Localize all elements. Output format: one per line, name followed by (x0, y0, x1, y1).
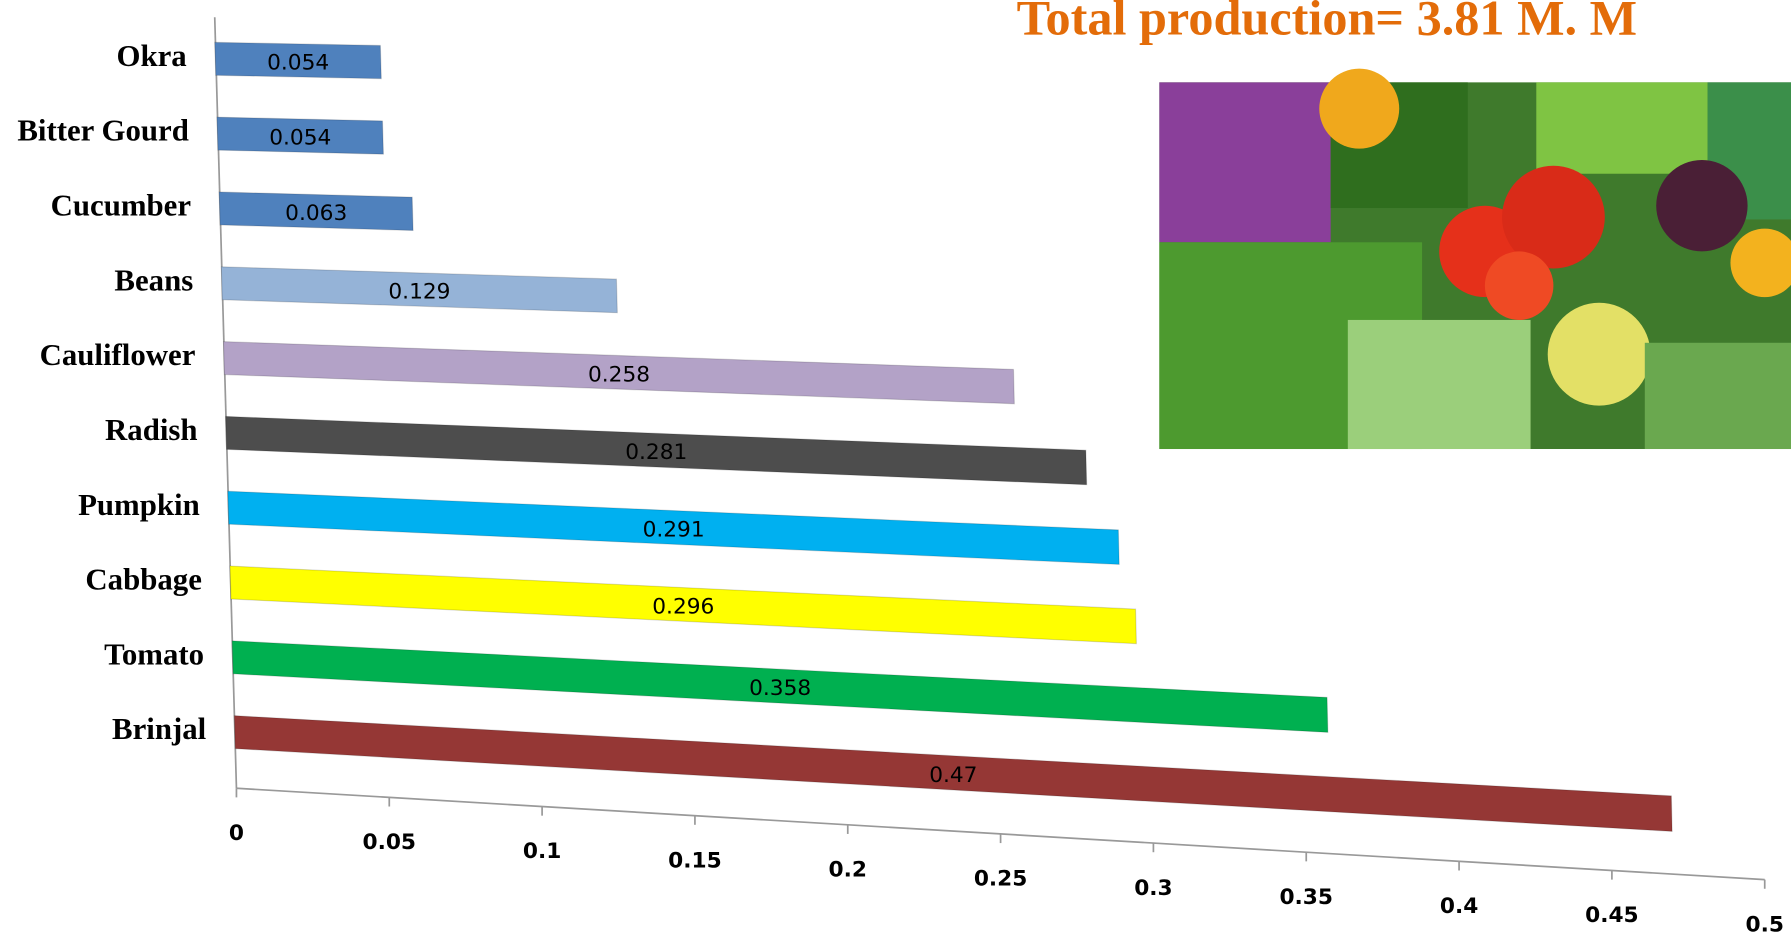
value-label: 0.054 (269, 126, 331, 151)
x-tick-label: 0.5 (1746, 912, 1784, 937)
value-label: 0.47 (929, 763, 977, 788)
bar (233, 715, 1673, 832)
value-label: 0.054 (267, 50, 329, 75)
y-tick-label: Cucumber (51, 189, 192, 223)
value-label: 0.296 (652, 595, 714, 620)
x-tick-label: 0 (229, 821, 244, 846)
value-label: 0.281 (625, 440, 687, 465)
y-tick-label: Okra (116, 39, 186, 73)
bar (227, 490, 1120, 566)
value-label: 0.358 (749, 676, 811, 701)
value-label: 0.291 (643, 517, 705, 542)
y-tick-label: Cauliflower (40, 338, 196, 372)
bar (231, 640, 1329, 733)
y-tick-label: Beans (114, 263, 193, 297)
x-tick-label: 0.2 (829, 857, 867, 882)
x-tick-label: 0.15 (668, 848, 722, 873)
bar (216, 116, 384, 155)
x-tick-label: 0.25 (974, 867, 1028, 892)
bar (214, 41, 382, 80)
y-tick-label: Tomato (104, 637, 204, 671)
vegetable-photo (1159, 68, 1791, 450)
bar (229, 565, 1137, 645)
y-tick-label: Bitter Gourd (17, 114, 189, 148)
bar (222, 341, 1015, 405)
bar (225, 415, 1088, 486)
value-label: 0.258 (588, 362, 650, 387)
x-tick-label: 0.05 (363, 830, 417, 855)
y-tick-label: Cabbage (85, 563, 201, 597)
value-label: 0.129 (388, 280, 450, 305)
x-tick-label: 0.4 (1440, 894, 1478, 919)
x-tick-label: 0.1 (523, 839, 561, 864)
chart-title: Total production= 3.81 M. M (1017, 0, 1638, 45)
value-label: 0.063 (285, 201, 347, 226)
y-tick-label: Radish (105, 413, 198, 447)
x-tick-label: 0.35 (1279, 885, 1333, 910)
y-tick-label: Pumpkin (78, 488, 200, 522)
x-tick-label: 0.45 (1585, 903, 1639, 928)
bar (218, 191, 414, 232)
bar (220, 266, 618, 314)
x-tick-label: 0.3 (1134, 876, 1172, 901)
y-tick-label: Brinjal (112, 712, 207, 746)
